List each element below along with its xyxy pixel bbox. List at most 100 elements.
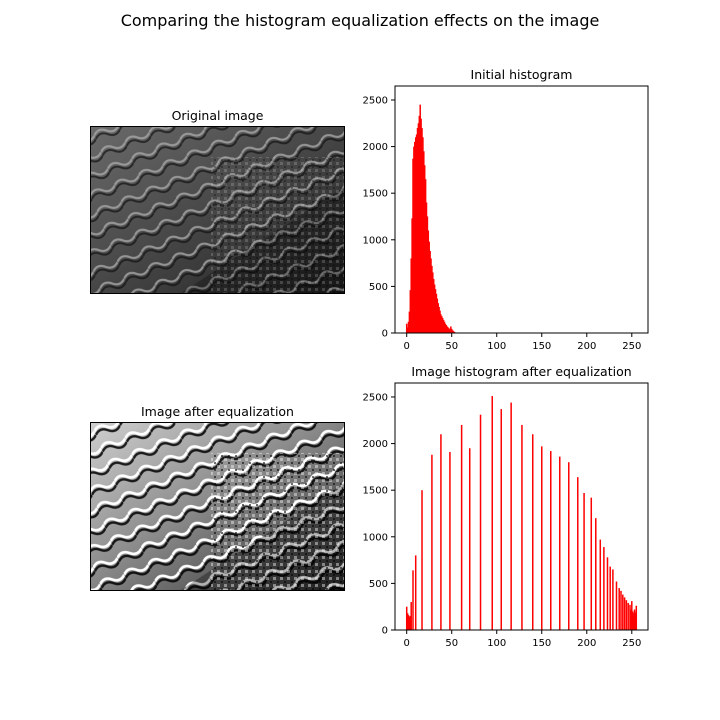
equalized-histogram-bar: [406, 613, 409, 630]
equalized-histogram-bar: [410, 602, 412, 630]
equalized-histogram-xtick-label: 250: [622, 638, 641, 649]
equalized-histogram-bar: [500, 409, 502, 630]
initial-histogram-bar: [430, 258, 432, 333]
initial-histogram-ytick-label: 1000: [363, 235, 388, 246]
initial-histogram-bar: [418, 115, 421, 333]
initial-histogram-xtick-label: 250: [622, 341, 641, 352]
equalized-histogram-bar: [606, 557, 609, 630]
equalized-histogram-bar: [609, 566, 611, 630]
initial-histogram-bar: [423, 151, 425, 333]
initial-histogram-bar: [429, 250, 431, 333]
initial-histogram-bar: [443, 321, 446, 333]
initial-histogram-bar: [433, 284, 436, 333]
equalized-histogram-xtick-label: 50: [445, 638, 458, 649]
initial-histogram-bar: [444, 323, 447, 333]
equalized-histogram-bar: [583, 492, 585, 630]
equalized-histogram-bar: [407, 615, 410, 630]
initial-histogram-bar: [407, 321, 410, 333]
equalized-histogram-ytick-label: 500: [369, 579, 388, 590]
initial-histogram-ytick-label: 2000: [363, 142, 388, 153]
initial-histogram-bar: [441, 318, 444, 333]
initial-histogram-ytick-label: 500: [369, 282, 388, 293]
equalized-histogram-ytick-label: 2000: [363, 439, 388, 450]
equalized-histogram-bar: [629, 604, 631, 630]
equalized-histogram-bar: [460, 424, 463, 630]
initial-histogram-bar: [423, 165, 426, 333]
equalized-histogram-bar: [635, 605, 638, 630]
initial-histogram-bar: [440, 314, 442, 333]
original-image-render: [91, 127, 344, 293]
equalized-histogram-bar: [421, 490, 423, 630]
initial-histogram-bar: [405, 323, 408, 333]
initial-histogram-bar: [411, 218, 413, 333]
equalized-histogram-bar: [630, 609, 632, 630]
equalized-histogram-bar: [532, 434, 534, 630]
equalized-histogram-bar: [631, 611, 634, 630]
initial-histogram-xtick-label: 200: [577, 341, 596, 352]
equalized-histogram-bar: [431, 454, 433, 630]
initial-histogram-bar: [428, 241, 430, 333]
initial-histogram-bar: [449, 329, 451, 333]
equalized-histogram-xtick-label: 200: [577, 638, 596, 649]
initial-histogram-title: Initial histogram: [471, 67, 573, 82]
equalized-histogram-bar: [541, 446, 543, 630]
initial-histogram-bar: [417, 123, 420, 333]
initial-histogram-bar: [416, 127, 419, 334]
initial-histogram-bar: [414, 137, 417, 333]
initial-histogram-bar: [445, 325, 448, 333]
equalized-histogram-bar: [631, 601, 633, 630]
initial-histogram-bar: [413, 146, 415, 333]
initial-histogram-bar: [410, 258, 412, 333]
equalized-histogram-bar: [632, 613, 635, 630]
initial-histogram-bar: [431, 265, 433, 333]
equalized-histogram-bar: [634, 612, 637, 630]
equalized-histogram-bar: [440, 434, 442, 630]
initial-histogram-bar: [437, 303, 439, 333]
equalized-histogram-xtick-label: 100: [487, 638, 506, 649]
equalized-histogram-bar: [550, 451, 552, 630]
equalized-histogram-ytick-label: 2500: [363, 392, 388, 403]
initial-histogram-xtick-label: 100: [487, 341, 506, 352]
initial-histogram-bar: [432, 278, 435, 333]
original-image: [90, 126, 345, 294]
initial-histogram-xtick-label: 50: [445, 341, 458, 352]
initial-histogram-bar: [441, 316, 443, 333]
equalized-histogram-ytick-label: 1500: [363, 486, 388, 497]
equalized-histogram-bar: [622, 594, 624, 630]
equalized-histogram-bar: [627, 602, 629, 630]
initial-histogram-bar: [442, 319, 445, 333]
equalized-histogram-bar: [449, 451, 451, 630]
equalized-histogram-bar: [479, 414, 482, 630]
initial-histogram-bar: [420, 118, 422, 333]
initial-histogram-bar: [446, 326, 448, 333]
equalized-histogram-bar: [603, 547, 605, 630]
initial-histogram-bar: [425, 202, 428, 333]
initial-histogram-bar: [450, 328, 453, 333]
equalized-histogram-bar: [625, 600, 628, 630]
initial-histogram-bar: [447, 327, 449, 333]
equalized-histogram-ytick-label: 0: [382, 626, 388, 637]
equalized-histogram-ytick-label: 1000: [363, 532, 388, 543]
equalized-histogram-bar: [521, 424, 523, 630]
equalized-image-render: [91, 423, 344, 590]
initial-histogram-ytick-label: 1500: [363, 189, 388, 200]
equalized-image: [90, 422, 345, 591]
initial-histogram-bar: [453, 331, 456, 333]
figure-title: Comparing the histogram equalization eff…: [120, 11, 600, 30]
initial-histogram-bar: [438, 306, 440, 333]
equalized-histogram-bar: [618, 588, 620, 630]
equalized-histogram-bar: [612, 569, 614, 630]
equalized-histogram-xtick-label: 150: [532, 638, 551, 649]
equalized-histogram-bar: [599, 539, 602, 630]
initial-histogram-frame: [394, 85, 649, 334]
initial-histogram-bar: [412, 158, 414, 333]
equalized-histogram-bar: [633, 609, 636, 630]
initial-histogram-bar: [408, 311, 411, 333]
initial-histogram-bar: [435, 293, 438, 333]
equalized-histogram-bar: [623, 597, 626, 630]
equalized-histogram-bar: [405, 606, 408, 630]
initial-histogram-bar: [406, 327, 409, 333]
initial-histogram-xtick-label: 150: [532, 341, 551, 352]
equalized-histogram-bar: [559, 456, 561, 630]
